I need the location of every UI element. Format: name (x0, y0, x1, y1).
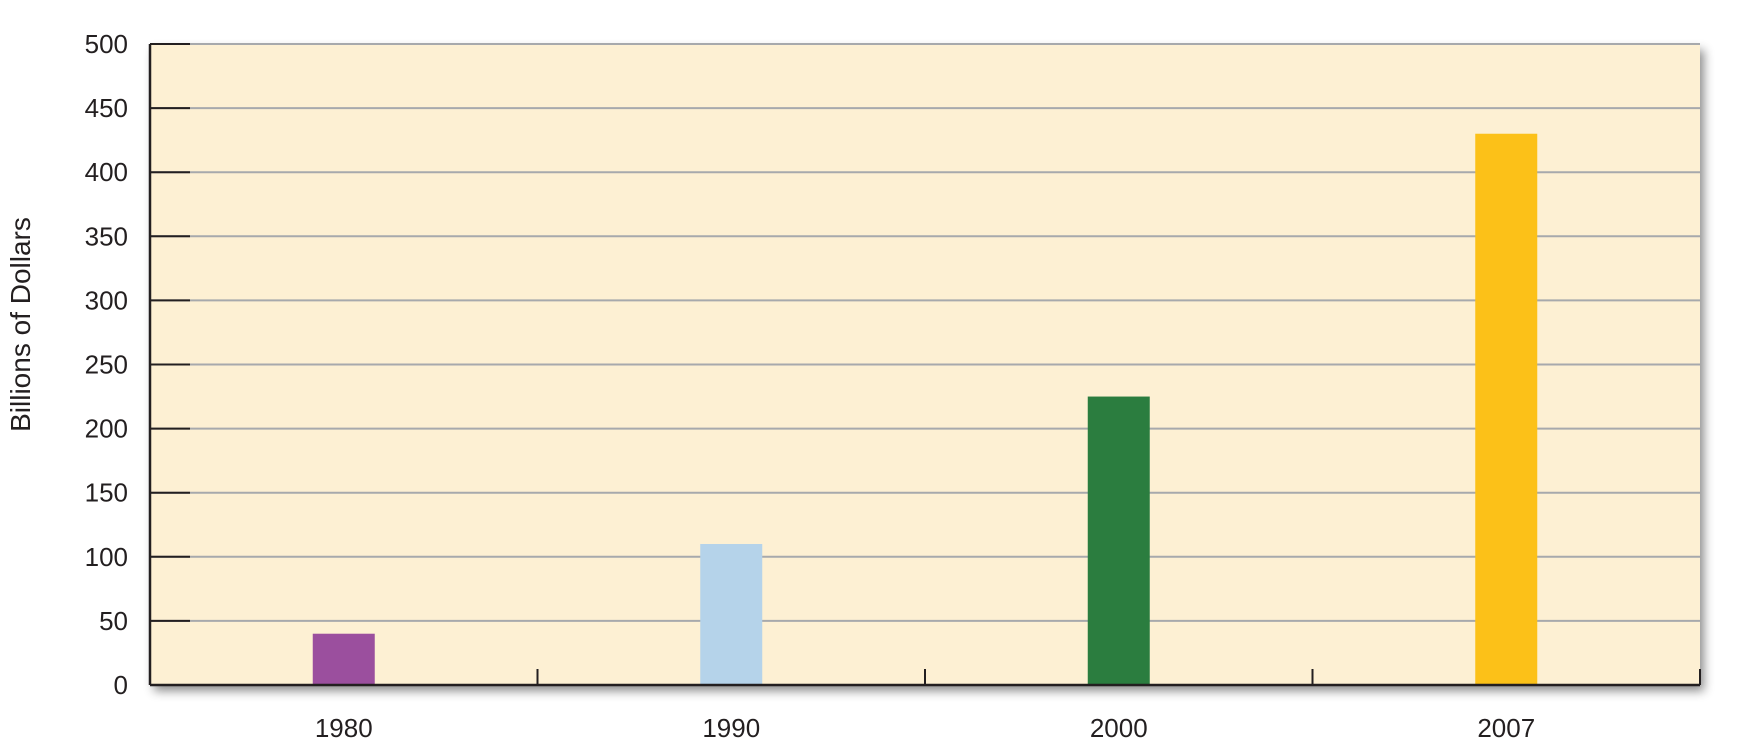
y-tick-label-450: 450 (85, 93, 128, 123)
x-tick-label-2007: 2007 (1477, 713, 1535, 743)
y-tick-label-0: 0 (114, 670, 128, 700)
x-tick-labels: 1980 1990 2000 2007 (315, 713, 1535, 743)
x-tick-label-2000: 2000 (1090, 713, 1148, 743)
gridlines (150, 43, 1700, 622)
y-tick-label-350: 350 (85, 221, 128, 251)
y-tick-label-500: 500 (85, 29, 128, 59)
bar-2000 (1087, 396, 1150, 685)
bars (312, 133, 1538, 686)
y-tick-label-300: 300 (85, 285, 128, 315)
y-axis-label: Billions of Dollars (5, 217, 36, 432)
y-tick-labels: 0 50 100 150 200 250 300 350 400 450 500 (85, 29, 128, 700)
y-tick-label-150: 150 (85, 478, 128, 508)
y-tick-label-50: 50 (99, 606, 128, 636)
x-tick-label-1990: 1990 (702, 713, 760, 743)
axes (148, 43, 1701, 687)
y-tick-label-200: 200 (85, 414, 128, 444)
x-tick-label-1980: 1980 (315, 713, 373, 743)
y-tick-label-400: 400 (85, 157, 128, 187)
y-tick-label-100: 100 (85, 542, 128, 572)
y-tick-label-250: 250 (85, 350, 128, 380)
bar-1980 (312, 633, 375, 685)
bar-1990 (700, 543, 763, 685)
bar-2007 (1475, 133, 1538, 686)
